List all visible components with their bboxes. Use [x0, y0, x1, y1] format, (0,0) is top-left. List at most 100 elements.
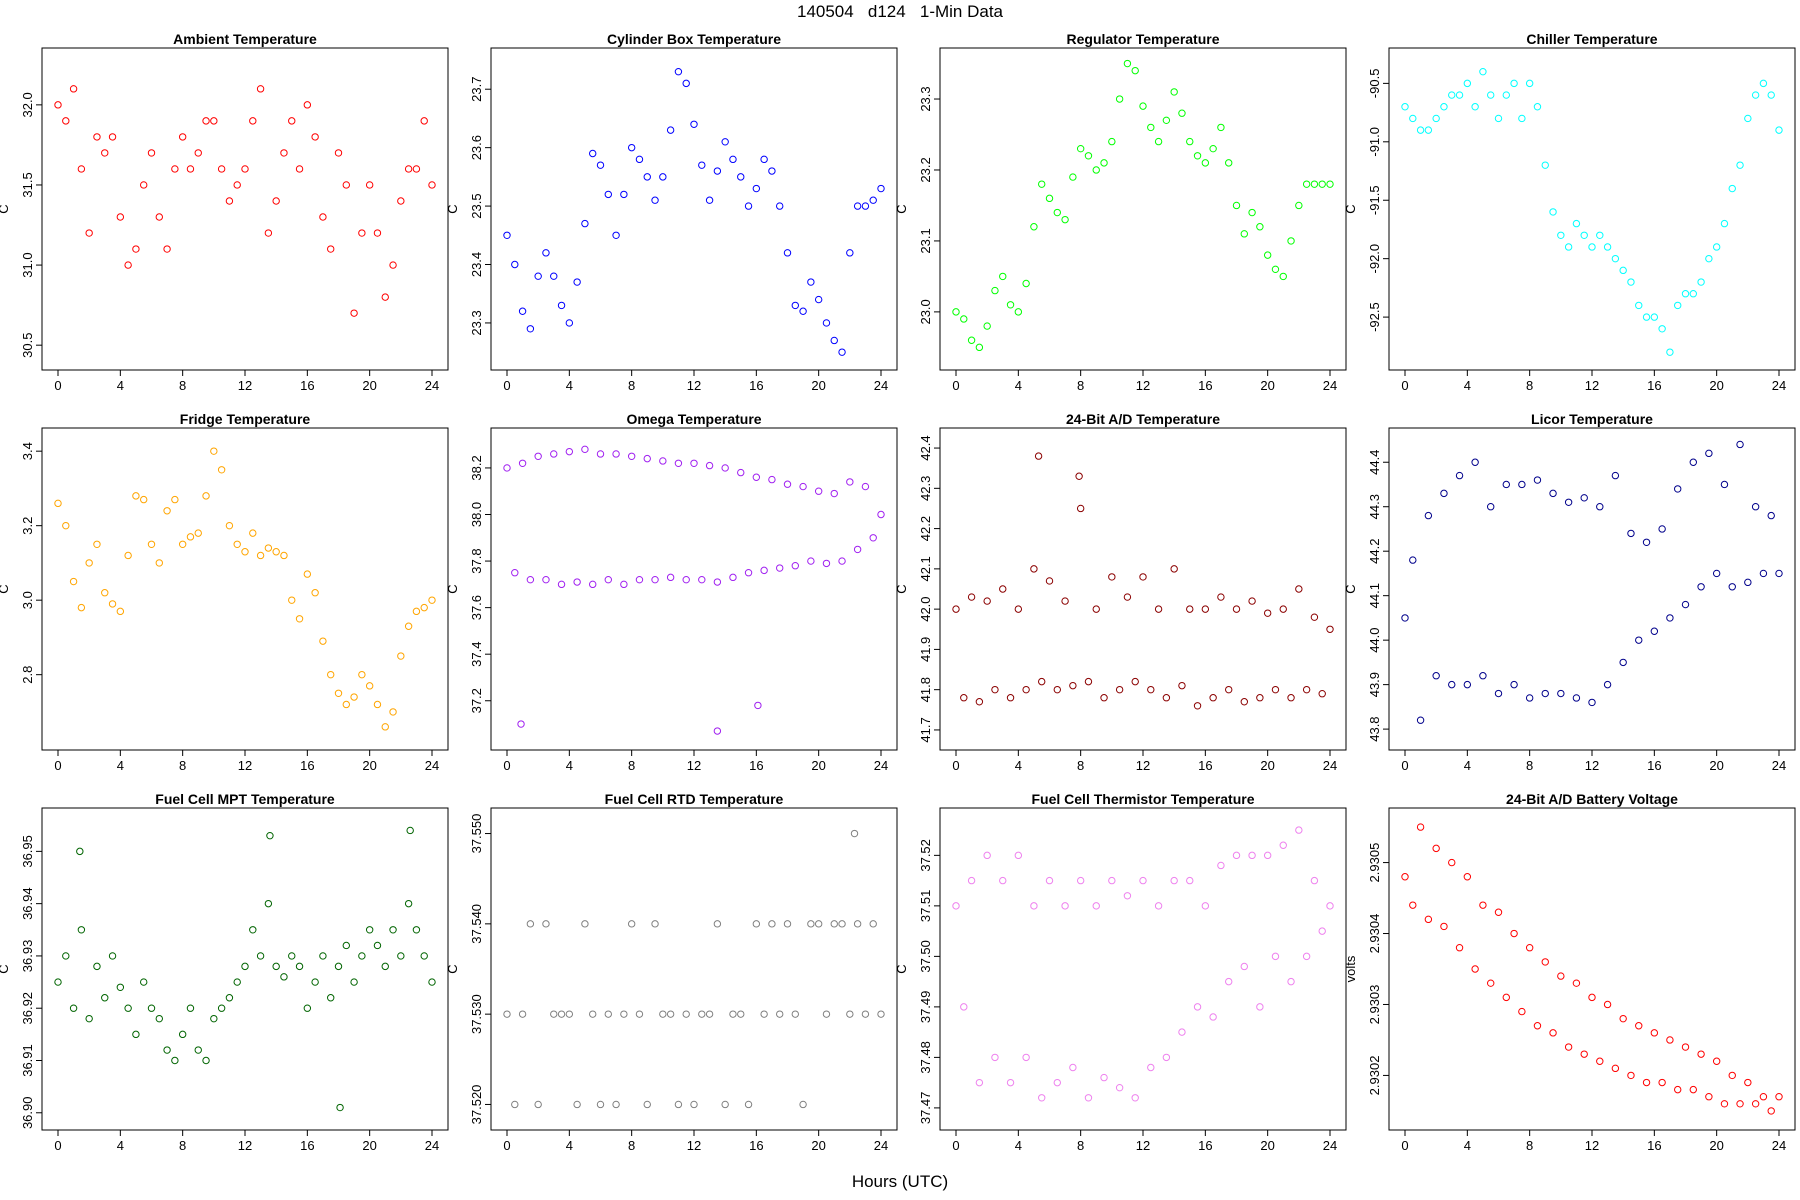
data-point [1588, 243, 1596, 251]
data-point [186, 1004, 195, 1012]
plot-frame [939, 47, 1347, 371]
data-point [666, 1010, 675, 1018]
data-point [967, 336, 976, 344]
data-point [1038, 180, 1046, 188]
y-tick-label: 37.52 [918, 839, 933, 872]
data-point [1248, 851, 1256, 860]
y-tick-label: 23.4 [469, 252, 484, 277]
plot-frame [490, 807, 898, 1131]
data-point [1256, 1003, 1264, 1011]
data-point [217, 165, 226, 173]
data-point [1318, 180, 1326, 188]
chart-panel-11: Fuel Cell Thermistor Temperature C 0 4 8 12 16… [894, 791, 1347, 1153]
data-point [249, 926, 257, 934]
data-point [768, 920, 776, 928]
chart-panel-9: Fuel Cell MPT Temperature C 0 4 8 12 16 20 24 36.… [0, 791, 449, 1153]
data-point [635, 155, 644, 164]
chart-title: Fuel Cell RTD Temperature [605, 791, 784, 807]
data-point [1681, 290, 1690, 298]
data-point [643, 173, 651, 181]
data-point [1557, 231, 1565, 239]
x-tick-label: 24 [1323, 378, 1337, 393]
data-point [381, 962, 389, 971]
data-point [791, 301, 799, 310]
data-point [108, 600, 117, 608]
data-point [373, 229, 382, 237]
data-point [1302, 952, 1311, 961]
chart-title: Licor Temperature [1531, 411, 1653, 427]
data-point [807, 920, 815, 928]
y-tick-label: 37.520 [469, 1085, 484, 1125]
data-point [1201, 605, 1210, 613]
data-point [643, 1100, 651, 1109]
data-point [1248, 597, 1256, 605]
data-point [503, 231, 511, 239]
data-point [1580, 1050, 1588, 1058]
data-point [682, 79, 690, 88]
data-point [1767, 91, 1775, 99]
x-tick-label: 0 [54, 1138, 61, 1153]
data-point [1541, 689, 1549, 698]
data-point [1162, 694, 1171, 702]
data-point [186, 533, 195, 541]
data-point [1076, 504, 1085, 513]
data-point [760, 1010, 768, 1018]
y-tick-label: 37.50 [918, 940, 933, 973]
data-point [116, 213, 125, 221]
data-point [1635, 636, 1643, 644]
data-point [1038, 677, 1046, 686]
x-tick-label: 16 [749, 1138, 763, 1153]
data-point [1650, 627, 1659, 635]
data-point [1326, 902, 1334, 910]
chart-panel-3: Regulator Temperature C 0 4 8 12 16 20 24 23.0 23.… [894, 31, 1347, 393]
data-point [1541, 958, 1549, 966]
data-point [1409, 901, 1417, 909]
data-point [1263, 609, 1272, 617]
data-point [612, 450, 620, 458]
data-point [93, 133, 101, 141]
data-point [975, 698, 984, 706]
data-point [1326, 180, 1334, 188]
x-tick-label: 20 [811, 758, 825, 773]
data-point [1139, 573, 1147, 581]
data-point [542, 575, 550, 584]
y-tick-label: 2.9304 [1367, 914, 1382, 954]
data-point [729, 573, 737, 582]
data-point [1697, 1050, 1705, 1058]
chart-panel-12: 24-Bit A/D Battery Voltage volts 0 4 8 12 16 20… [1343, 791, 1796, 1153]
data-point [1123, 892, 1132, 900]
x-tick-label: 20 [1709, 378, 1723, 393]
x-tick-label: 8 [1526, 378, 1533, 393]
data-point [822, 559, 831, 568]
x-tick-label: 8 [1077, 1138, 1084, 1153]
x-tick-label: 24 [874, 378, 888, 393]
x-tick-label: 16 [300, 378, 314, 393]
data-point [1681, 1043, 1690, 1051]
x-tick-label: 12 [1585, 1138, 1599, 1153]
y-tick-label: 31.0 [20, 252, 35, 277]
data-point [651, 196, 659, 204]
data-point [534, 1100, 542, 1109]
y-axis-label: C [1343, 584, 1358, 593]
data-point [1217, 123, 1225, 132]
data-point [1279, 841, 1287, 849]
data-point [1034, 452, 1043, 460]
y-tick-label: 3.2 [20, 517, 35, 535]
y-tick-label: 37.48 [918, 1041, 933, 1074]
data-point [596, 1100, 605, 1109]
x-tick-label: 8 [628, 378, 635, 393]
chart-panel-5: Fridge Temperature C 0 4 8 12 16 20 24 2.8 3.0 3.2 3… [0, 411, 449, 773]
x-tick-label: 16 [749, 378, 763, 393]
data-point [319, 213, 327, 221]
x-tick-label: 4 [1015, 758, 1022, 773]
data-point [108, 133, 117, 141]
data-point [1611, 254, 1620, 263]
data-point [643, 454, 651, 463]
chart-title: Regulator Temperature [1067, 31, 1220, 47]
data-point [1147, 1063, 1155, 1072]
chart-title: Fuel Cell Thermistor Temperature [1031, 791, 1254, 807]
data-point [983, 322, 991, 330]
data-point [1603, 680, 1612, 689]
data-point [612, 1100, 620, 1109]
data-point [861, 1010, 870, 1018]
